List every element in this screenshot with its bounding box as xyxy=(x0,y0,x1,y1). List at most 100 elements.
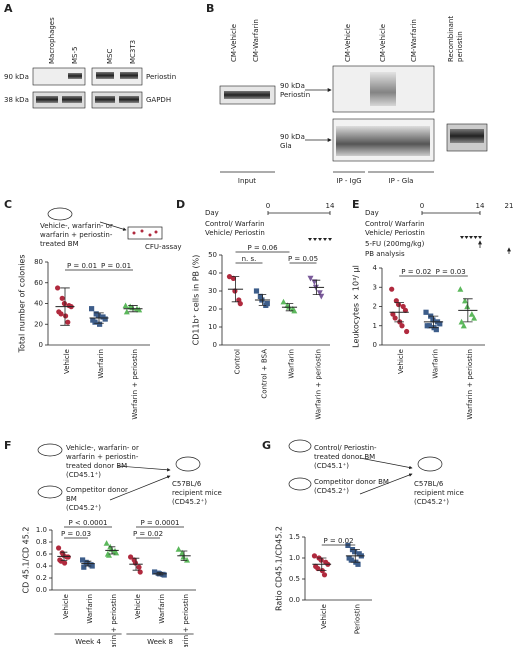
mouse-icon xyxy=(288,477,312,491)
data-point xyxy=(264,301,270,307)
data-point xyxy=(355,561,361,567)
protocol-text: (CD45.1⁺) xyxy=(314,462,349,470)
protocol-text: Day xyxy=(365,209,379,217)
protocol-text: Day xyxy=(205,209,219,217)
data-point xyxy=(321,572,328,578)
protocol-text: CFU-assay xyxy=(145,243,182,251)
protocol-text: treated donor BM xyxy=(314,453,375,461)
band xyxy=(370,72,396,106)
data-point xyxy=(95,313,101,319)
band xyxy=(36,96,58,103)
data-point xyxy=(437,321,443,327)
band xyxy=(62,96,82,103)
y-tick-label: 0.6 xyxy=(36,550,48,558)
y-tick-label: 60 xyxy=(34,279,43,287)
data-point xyxy=(59,295,65,301)
data-point xyxy=(390,311,396,317)
data-point xyxy=(132,560,138,566)
y-tick-label: 2 xyxy=(373,303,377,311)
injection-arrowhead xyxy=(313,238,317,241)
y-axis-title: CD11b⁺ cells in PB (%) xyxy=(192,255,201,346)
category-label: Warfarin xyxy=(432,349,440,379)
injection-arrowhead xyxy=(469,236,473,239)
data-point xyxy=(137,569,143,575)
data-point xyxy=(89,563,95,569)
y-tick-label: 4 xyxy=(373,264,378,272)
data-point xyxy=(136,306,143,313)
category-label: Control + BSA xyxy=(261,349,269,399)
band-label: Periostin xyxy=(280,91,310,99)
icons xyxy=(37,207,443,501)
data-point xyxy=(80,557,86,563)
section-label: IP - Gla xyxy=(389,177,414,185)
data-point xyxy=(123,308,130,315)
arrow xyxy=(359,473,413,495)
lane-label: CM-Vehicle xyxy=(230,24,238,62)
y-tick-label: 40 xyxy=(208,269,217,277)
blot xyxy=(32,67,86,86)
data-point xyxy=(307,275,314,282)
protocol-text: warfarin + periostin- xyxy=(66,453,139,461)
protocol-text: Vehicle-, warfarin- or xyxy=(40,222,113,230)
category-label: Warfarin + periostin xyxy=(110,594,118,647)
y-tick-label: 1.5 xyxy=(289,533,300,541)
group-label: Week 8 xyxy=(147,638,173,646)
data-point xyxy=(62,560,68,566)
p-value: P = 0.05 xyxy=(288,255,318,263)
data-point xyxy=(315,565,321,572)
data-point xyxy=(352,549,358,555)
y-tick-label: 0.0 xyxy=(36,586,47,594)
timeline-day: 0 xyxy=(266,202,270,210)
band xyxy=(120,72,138,79)
data-point xyxy=(61,300,67,307)
lane-label: periostin xyxy=(456,31,464,62)
lane-label: CM-Vehicle xyxy=(379,24,387,62)
mouse-icon xyxy=(37,443,63,457)
panel-label: D xyxy=(176,198,185,211)
band xyxy=(95,96,115,103)
injection-arrowhead xyxy=(318,238,322,241)
protocol-text: recipient mice xyxy=(172,489,222,497)
y-axis-title: Total number of colonies xyxy=(18,254,27,353)
panel-label: A xyxy=(4,2,13,15)
section-label: IP - IgG xyxy=(336,177,361,185)
band xyxy=(119,96,139,103)
p-value: P = 0.03 xyxy=(61,530,91,538)
data-point xyxy=(81,564,87,570)
injection-arrowhead xyxy=(460,236,464,239)
category-label: Warfarin xyxy=(86,594,94,624)
data-point xyxy=(392,315,398,321)
category-label: Warfarin xyxy=(97,349,105,379)
injection-arrowhead xyxy=(478,236,482,239)
protocol-text: Competitor donor BM xyxy=(314,478,389,486)
y-tick-label: 10 xyxy=(208,323,217,331)
data-point xyxy=(316,290,323,296)
data-point xyxy=(89,306,95,312)
data-point xyxy=(457,286,464,292)
protocol-text: Control/ Periostin- xyxy=(314,444,377,452)
p-value: P = 0.0001 xyxy=(140,519,179,527)
lane-label: Macrophages xyxy=(48,17,56,64)
y-tick-label: 0.2 xyxy=(36,574,47,582)
data-point xyxy=(318,293,325,300)
p-value: n. s. xyxy=(242,255,257,263)
arrow xyxy=(117,465,171,472)
panel-label: B xyxy=(206,2,214,15)
data-point xyxy=(318,557,324,563)
data-point xyxy=(345,542,351,548)
data-point xyxy=(136,564,142,570)
data-point xyxy=(56,545,62,551)
p-value: P < 0.0001 xyxy=(68,519,107,527)
mouse-icon xyxy=(37,485,63,499)
panel-label: C xyxy=(4,198,12,211)
p-value: P = 0.06 xyxy=(247,244,278,252)
category-label: Warfarin xyxy=(158,594,166,624)
protocol-text: treated donor BM xyxy=(66,462,127,470)
protocol-text: BM xyxy=(66,495,77,503)
data-point xyxy=(58,311,64,317)
y-tick-label: 1.0 xyxy=(36,526,47,534)
protein-label: GAPDH xyxy=(146,96,171,104)
y-tick-label: 3 xyxy=(373,283,377,291)
p-value: P = 0.01 xyxy=(101,262,131,270)
protocol-text: (CD45.2⁺) xyxy=(172,498,207,506)
